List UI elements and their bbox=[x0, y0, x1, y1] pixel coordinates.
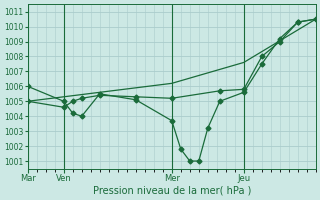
X-axis label: Pression niveau de la mer( hPa ): Pression niveau de la mer( hPa ) bbox=[92, 186, 251, 196]
